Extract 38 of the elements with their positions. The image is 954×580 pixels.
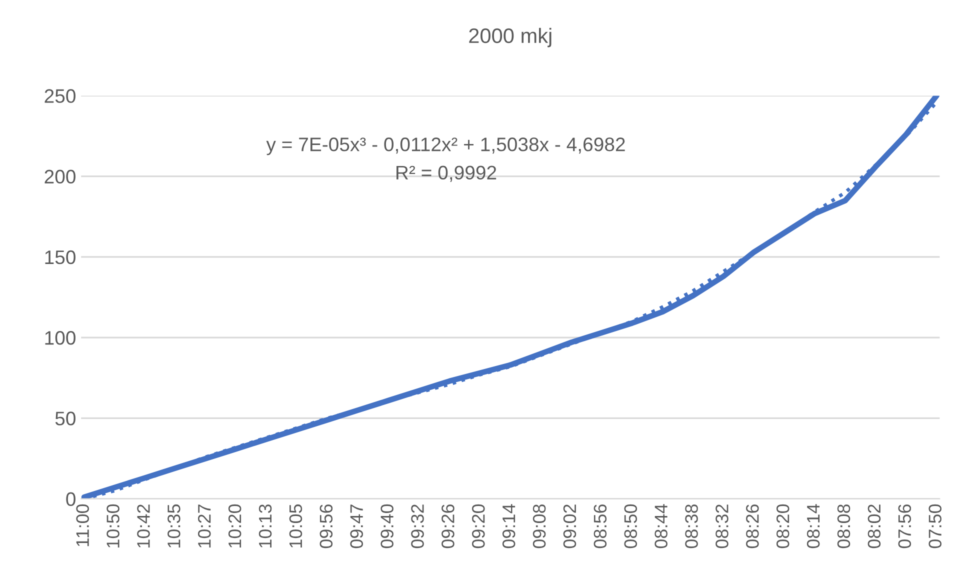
x-tick-label: 09:32 (411, 504, 424, 548)
x-tick-label: 10:20 (228, 504, 242, 548)
y-tick-label: 100 (45, 331, 76, 345)
y-tick-label: 0 (66, 492, 76, 506)
x-tick-label: 07:50 (928, 504, 942, 548)
x-tick-label: 10:50 (106, 504, 120, 548)
y-tick-label: 50 (55, 412, 76, 426)
x-tick-label: 07:56 (898, 504, 912, 548)
y-tick-label: 200 (44, 170, 76, 184)
x-tick-label: 08:44 (654, 504, 668, 548)
x-tick-label: 10:42 (137, 504, 150, 548)
x-tick-label: 08:26 (746, 504, 759, 548)
x-tick-label: 09:26 (442, 504, 454, 548)
x-tick-label: 08:02 (868, 504, 881, 548)
x-tick-label: 08:20 (776, 504, 790, 548)
x-tick-label: 08:14 (806, 504, 820, 548)
x-tick-label: 11:00 (76, 504, 89, 546)
annotation: R² = 0,9992 (396, 166, 496, 182)
x-tick-label: 08:38 (685, 504, 698, 548)
x-tick-label: 09:47 (350, 504, 364, 548)
x-tick-label: 10:13 (258, 504, 272, 548)
x-tick-label: 08:08 (837, 504, 850, 548)
annotation: y = 7E-05x³ - 0,0112x² + 1,5038x - 4,6982 (266, 138, 625, 156)
x-tick-label: 08:56 (594, 504, 607, 548)
y-tick-label: 250 (44, 89, 76, 103)
x-tick-label: 09:02 (563, 504, 576, 548)
x-tick-label: 10:27 (198, 504, 211, 548)
x-tick-label: 08:32 (716, 504, 728, 548)
x-tick-label: 09:40 (380, 504, 394, 548)
x-tick-label: 09:56 (320, 504, 333, 548)
x-tick-label: 10:35 (168, 504, 180, 548)
y-tick-label: 150 (45, 250, 76, 264)
chart-title: 2000 mkj (469, 28, 552, 48)
x-tick-label: 10:05 (289, 504, 302, 548)
x-tick-label: 09:20 (472, 504, 485, 548)
x-tick-label: 09:08 (532, 504, 546, 548)
x-tick-label: 08:50 (624, 504, 638, 548)
x-tick-label: 09:14 (502, 504, 516, 548)
